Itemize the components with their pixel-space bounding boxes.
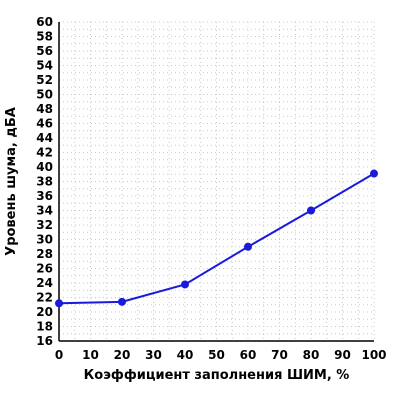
y-tick-label: 58 (36, 30, 53, 44)
x-tick-label: 20 (114, 348, 131, 362)
data-point (118, 297, 126, 306)
data-point (307, 206, 315, 215)
y-tick-label: 52 (36, 73, 53, 87)
series (55, 169, 378, 308)
x-tick-label: 70 (271, 348, 288, 362)
y-tick-label: 40 (36, 160, 53, 174)
y-tick-label: 56 (36, 44, 53, 58)
x-tick-label: 60 (240, 348, 257, 362)
x-tick-label: 40 (177, 348, 194, 362)
data-point (55, 299, 63, 308)
y-tick-label: 44 (36, 131, 53, 145)
y-tick-label: 46 (36, 117, 53, 131)
x-tick-label: 0 (55, 348, 63, 362)
x-tick-label: 90 (334, 348, 351, 362)
y-tick-label: 54 (36, 59, 53, 73)
y-tick-label: 28 (36, 247, 53, 261)
x-tick-label: 100 (361, 348, 386, 362)
data-point (244, 242, 252, 251)
y-tick-label: 30 (36, 233, 53, 247)
y-tick-label: 18 (36, 320, 53, 334)
y-tick-label: 16 (36, 334, 53, 348)
y-tick-label: 48 (36, 102, 53, 116)
axes (58, 22, 374, 342)
y-tick-label: 34 (36, 204, 53, 218)
x-axis-title: Коэффициент заполнения ШИМ, % (84, 368, 350, 383)
y-tick-label: 36 (36, 189, 53, 203)
x-tick-label: 80 (303, 348, 320, 362)
y-tick-label: 50 (36, 88, 53, 102)
data-point (370, 169, 378, 178)
series-line (58, 172, 375, 305)
grid (58, 21, 375, 342)
y-axis-title: Уровень шума, дБА (4, 107, 19, 256)
y-tick-label: 22 (36, 291, 53, 305)
tick-labels: 1618202224262830323436384042444648505254… (36, 15, 386, 362)
x-tick-label: 30 (145, 348, 162, 362)
y-tick-label: 20 (36, 305, 53, 319)
y-tick-label: 26 (36, 262, 53, 276)
y-tick-label: 32 (36, 218, 53, 232)
y-tick-label: 24 (36, 276, 53, 290)
y-tick-label: 60 (36, 15, 53, 29)
x-tick-label: 50 (208, 348, 225, 362)
data-point (181, 280, 189, 289)
x-tick-label: 10 (82, 348, 99, 362)
y-tick-label: 38 (36, 175, 53, 189)
y-tick-label: 42 (36, 146, 53, 160)
